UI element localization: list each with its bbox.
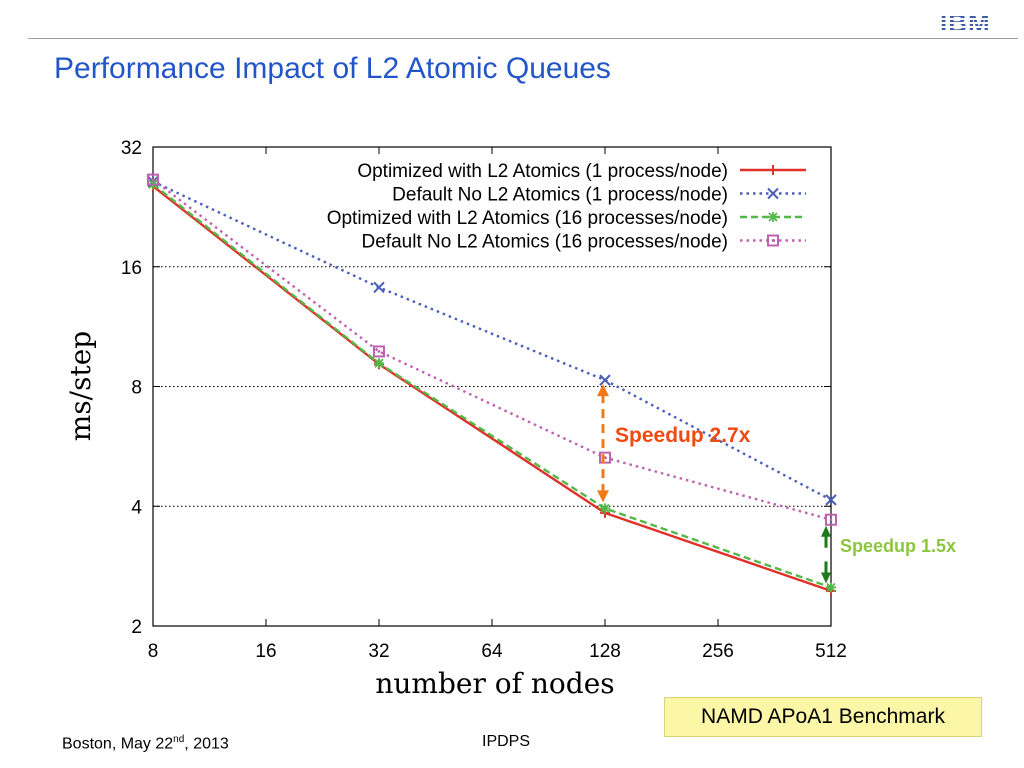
footer-conference: IPDPS [482, 733, 531, 750]
speedup-label: Speedup 2.7x [615, 424, 751, 447]
grid [153, 266, 831, 507]
legend-marker [768, 165, 778, 175]
x-tick-label: 128 [589, 641, 621, 662]
y-tick-label: 8 [131, 378, 142, 399]
legend-label: Default No L2 Atomics (16 processes/node… [362, 232, 728, 253]
footer-location-suffix: , 2013 [184, 735, 229, 753]
data-point-center [603, 456, 607, 459]
x-tick-label: 256 [702, 641, 734, 662]
data-point [374, 358, 384, 369]
y-tick-label: 4 [131, 497, 142, 518]
y-tick-label: 32 [121, 138, 142, 159]
x-tick-label: 512 [815, 641, 847, 662]
header-rule [28, 38, 1018, 39]
axis-ticks: 2 4 8 16 32 8 16 32 64 128 256 512 [121, 138, 847, 662]
legend-marker [768, 212, 778, 222]
x-axis-title: number of nodes [375, 667, 614, 700]
series-line [152, 178, 832, 521]
data-point [826, 582, 836, 593]
series-group [147, 173, 837, 596]
series-line [152, 183, 832, 589]
footer-location-sup: nd [173, 734, 185, 745]
y-axis-title: ms/step [64, 331, 97, 441]
data-point [825, 513, 837, 526]
series-line [152, 180, 832, 501]
legend-marker [767, 234, 779, 247]
legend-marker-center [771, 239, 775, 242]
x-tick-label: 16 [255, 641, 276, 662]
data-point-center [829, 518, 833, 521]
benchmark-badge: NAMD APoA1 Benchmark [664, 697, 982, 737]
data-point [825, 494, 837, 506]
footer-location: Boston, May 22nd, 2013 [62, 734, 229, 753]
y-tick-label: 16 [121, 258, 142, 279]
annotations: Speedup 2.7x Speedup 1.5x [597, 384, 956, 584]
data-point [599, 374, 611, 386]
data-point [147, 173, 159, 186]
legend-label: Optimized with L2 Atomics (16 processes/… [327, 208, 728, 229]
x-tick-label: 32 [368, 641, 389, 662]
series-4 [147, 173, 837, 526]
ibm-logo: IBM [940, 8, 991, 38]
x-tick-label: 8 [148, 641, 159, 662]
legend-label: Default No L2 Atomics (1 process/node) [392, 185, 728, 206]
slide-title: Performance Impact of L2 Atomic Queues [54, 52, 611, 85]
data-point-center [151, 178, 155, 181]
data-point [600, 503, 610, 514]
x-tick-label: 64 [481, 641, 503, 662]
data-point [373, 345, 385, 358]
speedup-arrow-head-down [821, 572, 831, 584]
legend-label: Optimized with L2 Atomics (1 process/nod… [357, 161, 728, 182]
speedup-arrow-head-up [821, 525, 831, 537]
y-tick-label: 2 [131, 617, 142, 638]
data-point-center [377, 350, 381, 353]
footer-location-prefix: Boston, May 22 [62, 735, 174, 753]
speedup-arrow-head-down [597, 490, 609, 503]
legend-marker [767, 187, 779, 200]
speedup-arrow-head-up [597, 384, 609, 397]
data-point [599, 451, 611, 464]
legend: Optimized with L2 Atomics (1 process/nod… [327, 161, 806, 253]
data-point [373, 281, 385, 294]
speedup-label: Speedup 1.5x [840, 536, 956, 556]
